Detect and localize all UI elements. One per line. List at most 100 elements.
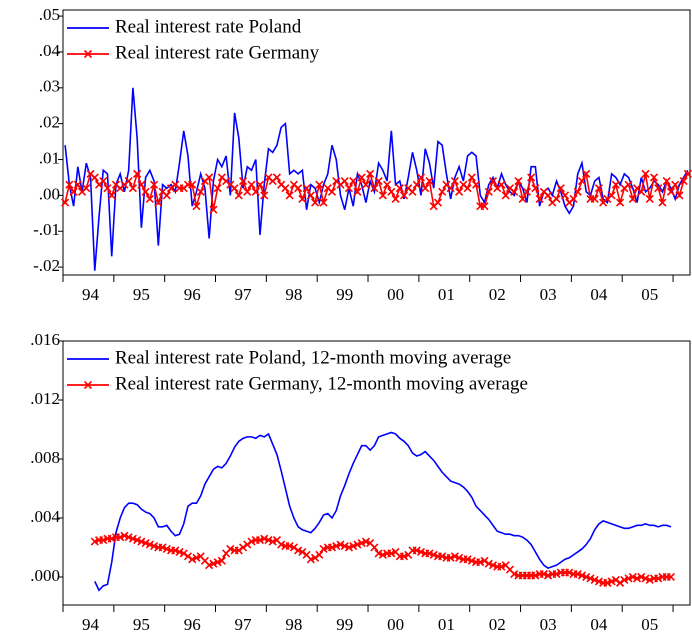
x-tick-label: 98 bbox=[285, 285, 302, 304]
series-marker bbox=[666, 187, 676, 196]
y-tick-label: -.02 bbox=[33, 256, 60, 275]
series-marker bbox=[306, 191, 315, 200]
series-marker bbox=[421, 184, 430, 193]
series-marker bbox=[658, 198, 667, 207]
series-marker bbox=[535, 194, 544, 204]
series-marker bbox=[230, 184, 239, 193]
x-tick-label: 95 bbox=[133, 615, 150, 634]
x-tick-label: 01 bbox=[438, 615, 455, 634]
series-marker bbox=[124, 176, 133, 186]
series-marker bbox=[344, 184, 354, 193]
legend-label: Real interest rate Poland, 12-month movi… bbox=[115, 347, 511, 368]
series-marker bbox=[357, 173, 366, 182]
series-marker bbox=[679, 176, 688, 186]
series-marker bbox=[433, 198, 442, 207]
series-marker bbox=[471, 180, 481, 189]
series-marker bbox=[569, 194, 578, 204]
series-marker bbox=[450, 176, 459, 186]
series-marker bbox=[340, 176, 349, 186]
series-marker bbox=[383, 180, 392, 189]
legend-label: Real interest rate Poland bbox=[115, 16, 302, 37]
series-marker bbox=[611, 575, 620, 584]
y-tick-label: .01 bbox=[39, 148, 60, 167]
series-marker bbox=[196, 187, 205, 196]
y-tick-label: .00 bbox=[39, 184, 60, 203]
series-marker bbox=[518, 194, 527, 204]
x-tick-label: 05 bbox=[641, 615, 658, 634]
series-marker bbox=[294, 184, 303, 193]
series-marker bbox=[438, 187, 447, 196]
x-tick-label: 00 bbox=[387, 285, 404, 304]
plot-frame bbox=[62, 9, 691, 276]
series-marker bbox=[353, 187, 362, 196]
series-marker bbox=[577, 176, 587, 186]
series-marker bbox=[205, 173, 214, 182]
x-tick-label: 97 bbox=[235, 615, 253, 634]
series-marker bbox=[103, 184, 112, 193]
series-marker bbox=[645, 194, 654, 204]
x-tick-label: 02 bbox=[489, 615, 506, 634]
series-marker bbox=[649, 173, 659, 182]
series-marker bbox=[247, 180, 256, 189]
x-tick-label: 03 bbox=[540, 615, 557, 634]
series-marker bbox=[455, 187, 464, 196]
y-tick-label: .02 bbox=[39, 113, 60, 132]
series-marker bbox=[154, 198, 163, 207]
series-marker bbox=[243, 540, 252, 549]
x-tick-label: 95 bbox=[133, 285, 150, 304]
y-tick-label: .05 bbox=[39, 5, 60, 24]
series-marker bbox=[641, 169, 650, 178]
series-marker bbox=[666, 572, 676, 582]
series-marker bbox=[412, 180, 421, 189]
series-marker bbox=[150, 180, 159, 189]
series-marker bbox=[272, 173, 282, 182]
x-tick-label: 94 bbox=[82, 615, 100, 634]
x-tick-label: 94 bbox=[82, 285, 100, 304]
series-marker bbox=[616, 578, 625, 587]
series-marker bbox=[315, 550, 324, 559]
series-marker bbox=[311, 198, 320, 207]
series-marker bbox=[497, 180, 506, 189]
series-marker bbox=[582, 169, 591, 178]
series-marker bbox=[137, 180, 146, 189]
series-marker bbox=[590, 194, 599, 204]
y-tick-label: -.01 bbox=[33, 220, 60, 239]
y-tick-label: .004 bbox=[30, 507, 60, 526]
y-tick-label: .000 bbox=[30, 566, 60, 585]
x-tick-label: 04 bbox=[590, 285, 608, 304]
series-marker bbox=[251, 187, 260, 196]
series-marker bbox=[61, 198, 70, 207]
series-marker bbox=[162, 191, 171, 200]
series-marker bbox=[671, 180, 680, 189]
series-marker bbox=[90, 173, 99, 182]
series-line bbox=[64, 171, 689, 210]
series-marker bbox=[183, 552, 193, 561]
series-marker bbox=[179, 549, 188, 558]
legend-label: Real interest rate Germany, 12-month mov… bbox=[115, 373, 528, 394]
series-marker bbox=[73, 180, 82, 189]
series-marker bbox=[260, 191, 269, 200]
x-tick-label: 03 bbox=[540, 285, 557, 304]
x-tick-label: 02 bbox=[489, 285, 506, 304]
series-marker bbox=[624, 180, 633, 189]
x-tick-label: 99 bbox=[336, 615, 353, 634]
series-marker bbox=[607, 191, 616, 200]
x-tick-label: 05 bbox=[641, 285, 658, 304]
series-marker bbox=[298, 547, 307, 556]
series-marker bbox=[145, 194, 154, 204]
series-line bbox=[94, 431, 672, 592]
series-marker bbox=[217, 556, 226, 565]
series-marker bbox=[399, 191, 409, 200]
legend-marker bbox=[83, 380, 93, 390]
series-marker bbox=[408, 187, 417, 196]
series-marker bbox=[82, 184, 91, 193]
series-marker bbox=[654, 184, 663, 193]
series-marker bbox=[319, 198, 328, 207]
x-tick-label: 04 bbox=[590, 615, 608, 634]
series-marker bbox=[302, 184, 311, 193]
series-marker bbox=[107, 191, 116, 200]
series-marker bbox=[378, 191, 387, 200]
series-marker bbox=[370, 543, 379, 552]
series-marker bbox=[501, 191, 510, 200]
